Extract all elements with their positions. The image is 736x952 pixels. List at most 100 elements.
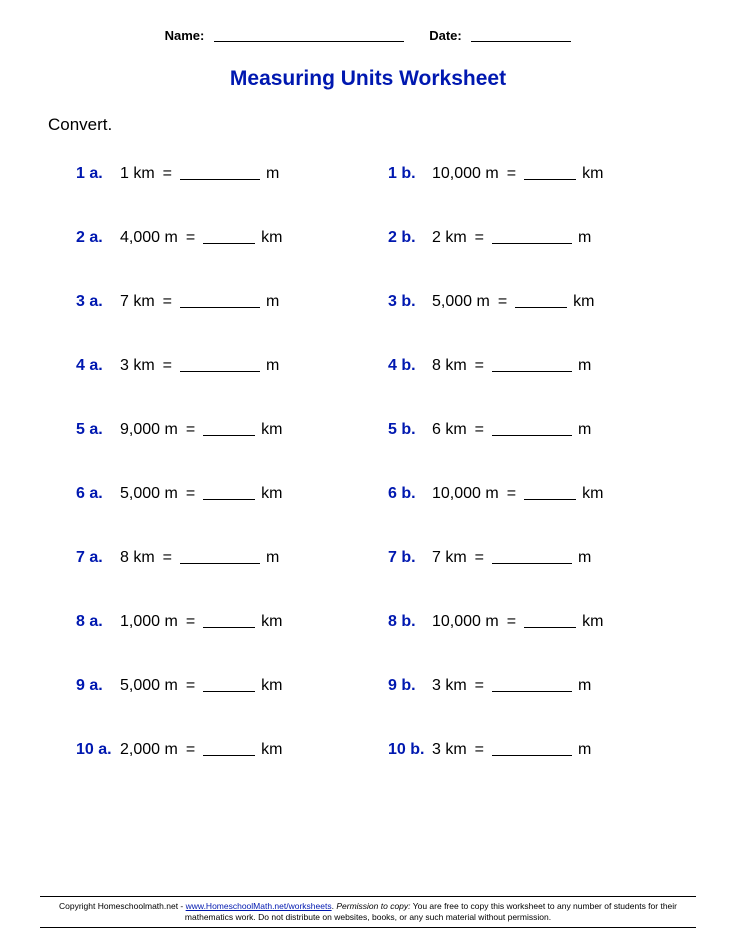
equals-sign: = [467,741,492,759]
problem-number: 5 a. [76,421,114,439]
answer-blank [203,627,255,628]
problem-number: 4 a. [76,357,114,375]
result-unit: km [255,485,282,503]
problem-row: 7 a.8 km=m7 b.7 km=m [48,549,688,567]
result-unit: km [567,293,594,311]
equals-sign: = [178,421,203,439]
problem-row: 3 a.7 km=m 3 b.5,000 m= km [48,293,688,311]
answer-blank [203,435,255,436]
problem-lhs: 10,000 m [426,485,499,503]
result-unit: m [572,229,591,247]
result-unit: m [260,357,279,375]
result-unit: km [576,485,603,503]
problem-lhs: 3 km [426,677,467,695]
result-unit: m [572,677,591,695]
result-unit: m [260,293,279,311]
result-unit: m [572,357,591,375]
equals-sign: = [467,677,492,695]
date-label: Date: [429,28,462,43]
problem-cell: 4 b.8 km=m [376,357,688,375]
problem-lhs: 3 km [426,741,467,759]
problem-cell: 2 a.4,000 m=km [48,229,376,247]
problem-lhs: 2,000 m [114,741,178,759]
problem-cell: 5 b.6 km=m [376,421,688,439]
result-unit: km [576,165,603,183]
worksheet-footer: Copyright Homeschoolmath.net - www.Homes… [40,896,696,928]
answer-blank [524,627,576,628]
answer-blank [515,307,567,308]
problem-number: 8 a. [76,613,114,631]
answer-blank [524,179,576,180]
answer-blank [524,499,576,500]
result-unit: km [576,613,603,631]
problem-lhs: 9,000 m [114,421,178,439]
equals-sign: = [178,485,203,503]
result-unit: km [255,229,282,247]
problem-number: 1 b. [388,165,426,183]
problem-row: 9 a.5,000 m=km9 b.3 km=m [48,677,688,695]
equals-sign: = [178,677,203,695]
equals-sign: = [467,549,492,567]
answer-blank [492,243,572,244]
result-unit: km [255,421,282,439]
problem-number: 3 a. [76,293,114,311]
problem-number: 9 b. [388,677,426,695]
equals-sign: = [155,357,180,375]
problem-cell: 7 a.8 km= m [48,549,376,567]
problem-row: 6 a.5,000 m=km6 b.10,000 m=km [48,485,688,503]
problem-row: 2 a.4,000 m=km2 b.2 km=m [48,229,688,247]
problem-cell: 9 b.3 km= m [376,677,688,695]
problem-lhs: 5,000 m [114,677,178,695]
equals-sign: = [467,229,492,247]
problem-cell: 5 a.9,000 m= km [48,421,376,439]
equals-sign: = [467,421,492,439]
answer-blank [180,307,260,308]
problem-cell: 3 b.5,000 m= km [376,293,688,311]
problem-cell: 6 a.5,000 m=km [48,485,376,503]
problem-cell: 2 b.2 km=m [376,229,688,247]
problem-cell: 3 a.7 km=m [48,293,376,311]
problem-number: 3 b. [388,293,426,311]
problem-row: 10 a.2,000 m=km10 b.3 km=m [48,741,688,759]
problem-row: 5 a.9,000 m=km5 b.6 km=m [48,421,688,439]
problem-lhs: 10,000 m [426,165,499,183]
equals-sign: = [499,613,524,631]
permission-label: Permission to copy: [336,901,410,911]
problem-cell: 8 a.1,000 m=km [48,613,376,631]
date-blank [471,41,571,42]
problem-number: 7 b. [388,549,426,567]
problem-cell: 9 a.5,000 m=km [48,677,376,695]
problem-number: 10 b. [388,741,426,759]
name-blank [214,41,404,42]
answer-blank [180,563,260,564]
result-unit: m [260,165,279,183]
answer-blank [203,691,255,692]
problem-cell: 1 a.1 km=m [48,165,376,183]
result-unit: m [572,549,591,567]
problem-lhs: 6 km [426,421,467,439]
equals-sign: = [490,293,515,311]
answer-blank [180,179,260,180]
problem-lhs: 8 km [114,549,155,567]
answer-blank [203,755,255,756]
answer-blank [492,435,572,436]
problem-number: 1 a. [76,165,114,183]
equals-sign: = [467,357,492,375]
answer-blank [492,691,572,692]
problem-cell: 6 b.10,000 m=km [376,485,688,503]
equals-sign: = [155,549,180,567]
answer-blank [492,755,572,756]
problem-cell: 4 a.3 km=m [48,357,376,375]
problem-number: 6 b. [388,485,426,503]
problem-number: 4 b. [388,357,426,375]
problem-number: 7 a. [76,549,114,567]
result-unit: km [255,741,282,759]
equals-sign: = [178,229,203,247]
problem-lhs: 5,000 m [426,293,490,311]
problem-number: 9 a. [76,677,114,695]
answer-blank [180,371,260,372]
result-unit: m [260,549,279,567]
problem-cell: 10 a.2,000 m=km [48,741,376,759]
result-unit: m [572,421,591,439]
problem-number: 8 b. [388,613,426,631]
